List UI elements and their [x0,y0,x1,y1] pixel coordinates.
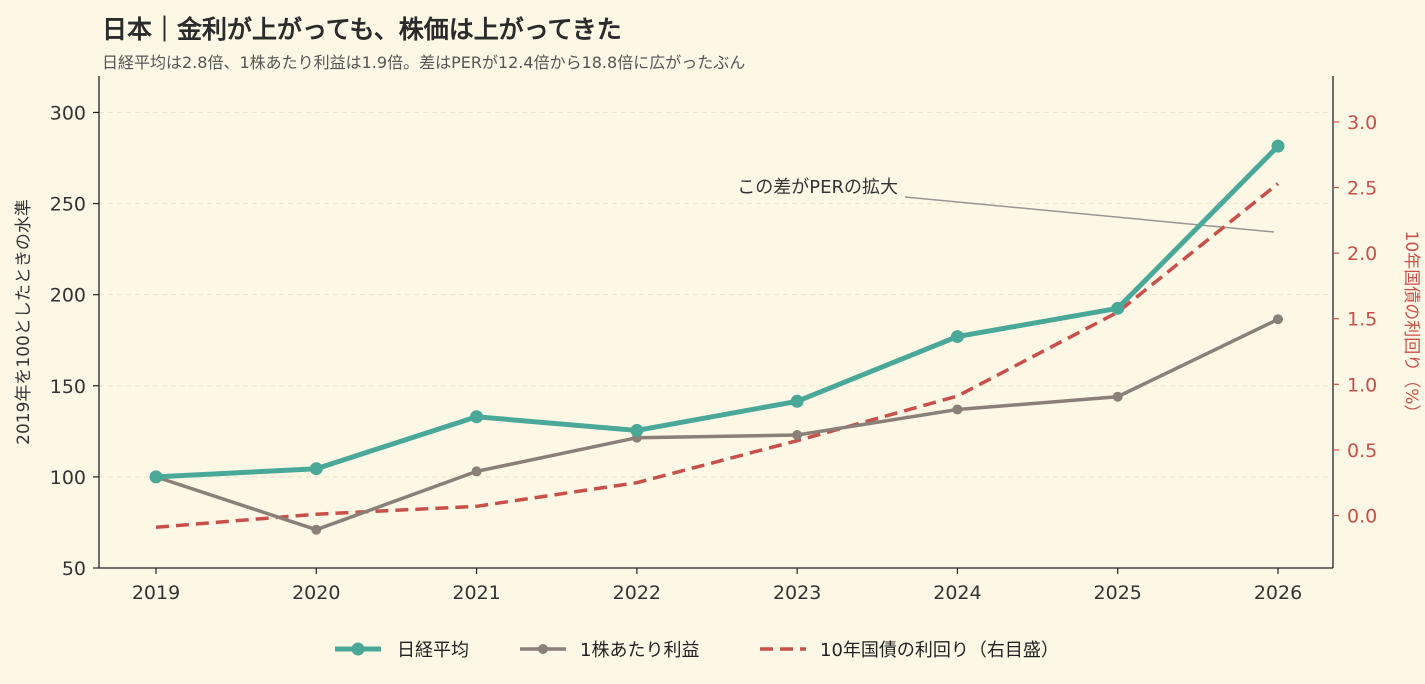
x-tick-label: 2019 [132,582,180,604]
y-tick-label: 300 [50,102,86,124]
y2-tick-label: 0.0 [1347,506,1377,528]
x-tick-label: 2021 [452,582,500,604]
y-tick-label: 150 [50,376,86,398]
x-tick-label: 2023 [773,582,821,604]
annotation-label: この差がPERの拡大 [737,177,898,198]
y2-tick-label: 1.0 [1347,374,1377,396]
data-point [470,410,484,424]
data-point [950,330,964,344]
y-tick-label: 100 [50,467,86,489]
data-point [1112,391,1123,402]
y-tick-label: 250 [50,194,86,216]
data-point [792,429,803,440]
x-tick-label: 2024 [933,582,981,604]
data-point [630,423,644,437]
legend-marker [538,644,548,654]
chart-title: 日本｜金利が上がっても、株価は上がってきた [102,15,622,44]
x-tick-label: 2025 [1094,582,1142,604]
series-line [153,143,1281,480]
series-line [155,182,1280,530]
legend-marker [351,642,365,656]
data-point [309,462,323,476]
x-tick-label: 2022 [613,582,661,604]
chart-subtitle: 日経平均は2.8倍、1株あたり利益は1.9倍。差はPERが12.4倍から18.8… [102,53,746,72]
data-point [952,404,963,415]
y-tick-label: 50 [62,558,86,580]
annotation-line [904,196,1275,233]
y-tick-label: 200 [50,285,86,307]
y2-tick-label: 2.5 [1347,178,1377,200]
data-point [790,394,804,408]
data-point [311,524,322,535]
y2-tick-label: 2.0 [1347,243,1377,265]
x-tick-label: 2026 [1254,582,1302,604]
data-point [1273,314,1283,325]
y2-tick-label: 3.0 [1347,112,1377,134]
data-point [471,466,482,477]
legend-label: 1株あたり利益 [580,640,699,661]
x-tick-label: 2020 [292,582,340,604]
legend-label: 日経平均 [397,640,469,661]
series-line [154,317,1280,532]
y2-axis-title: 10年国債の利回り（%） [1401,231,1421,422]
data-point [149,470,163,484]
data-point [1111,301,1125,315]
data-point [1271,139,1285,153]
y-axis-title: 2019年を100としたときの水準 [14,199,34,445]
y2-tick-label: 0.5 [1347,440,1377,462]
legend-label: 10年国債の利回り（右目盛） [820,640,1059,661]
y2-tick-label: 1.5 [1347,309,1377,331]
